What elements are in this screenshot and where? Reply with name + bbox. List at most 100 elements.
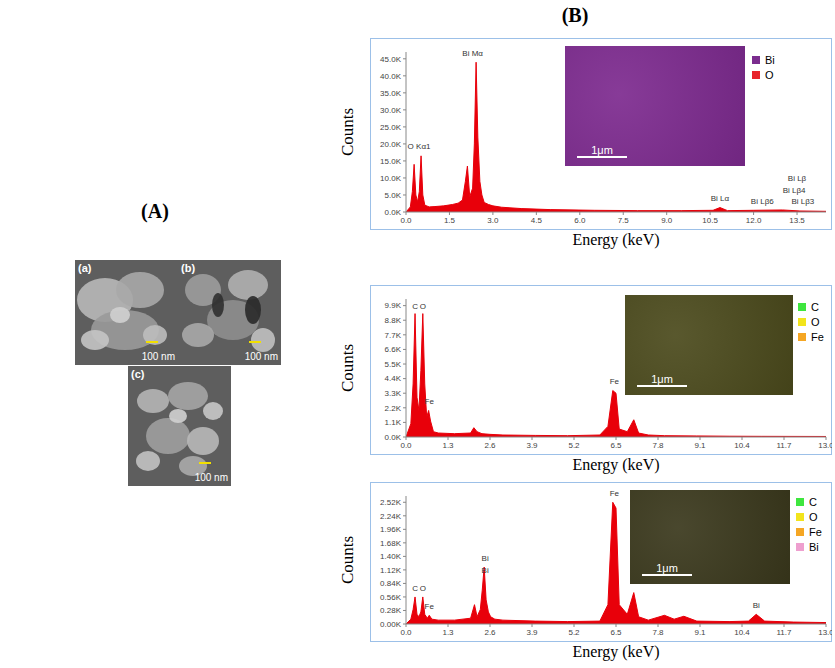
html-text:100 nm: 100 nm	[141, 351, 175, 362]
svg-text:Bi: Bi	[482, 566, 489, 575]
svg-text:Bi: Bi	[753, 601, 760, 610]
svg-text:7.8: 7.8	[652, 441, 664, 450]
svg-text:Bi Lβ6: Bi Lβ6	[751, 197, 774, 206]
svg-text:0.56K: 0.56K	[380, 593, 402, 602]
html-text:(A): (A)	[141, 200, 169, 222]
svg-text:40.0K: 40.0K	[380, 72, 402, 81]
svg-text:9.9K: 9.9K	[385, 301, 402, 310]
svg-text:11.7: 11.7	[777, 441, 793, 450]
html-text:Energy (keV): Energy (keV)	[572, 231, 660, 248]
html-text:Bi: Bi	[765, 53, 775, 66]
svg-text:11.7: 11.7	[777, 628, 793, 637]
svg-text:Bi Mα: Bi Mα	[462, 49, 483, 58]
svg-text:2.24K: 2.24K	[380, 512, 402, 521]
svg-text:Bi Lβ3: Bi Lβ3	[791, 197, 814, 206]
svg-text:Fe: Fe	[425, 602, 435, 611]
svg-text:13.0: 13.0	[818, 628, 827, 637]
svg-text:12.0: 12.0	[746, 216, 762, 225]
html-text:100 nm: 100 nm	[194, 472, 228, 483]
svg-text:45.0K: 45.0K	[380, 55, 402, 64]
html-text:(b): (b)	[181, 262, 195, 274]
svg-text:13.5: 13.5	[789, 216, 805, 225]
svg-text:O: O	[420, 584, 426, 593]
svg-text:6.5: 6.5	[610, 628, 622, 637]
html-text:1μm: 1μm	[651, 373, 673, 385]
svg-text:3.9: 3.9	[526, 441, 538, 450]
svg-text:0.0: 0.0	[400, 216, 412, 225]
svg-text:6.6K: 6.6K	[385, 345, 402, 354]
svg-text:0.00K: 0.00K	[380, 620, 402, 629]
svg-text:9.1: 9.1	[694, 628, 706, 637]
html-text:Fe: Fe	[811, 330, 824, 343]
svg-text:6.5: 6.5	[610, 441, 622, 450]
svg-text:1.5: 1.5	[444, 216, 456, 225]
svg-text:5.5K: 5.5K	[385, 360, 402, 369]
svg-text:Fe: Fe	[425, 397, 435, 406]
svg-text:4.5: 4.5	[531, 216, 543, 225]
svg-text:25.0K: 25.0K	[380, 123, 402, 132]
svg-text:9.0: 9.0	[661, 216, 673, 225]
svg-text:Fe: Fe	[610, 377, 620, 386]
svg-text:1.3: 1.3	[442, 441, 454, 450]
svg-text:6.0: 6.0	[574, 216, 586, 225]
svg-text:1.96K: 1.96K	[380, 525, 402, 534]
html-text:(a): (a)	[78, 262, 92, 274]
svg-text:3.9: 3.9	[526, 628, 538, 637]
svg-text:1.40K: 1.40K	[380, 552, 402, 561]
html-text:Energy (keV): Energy (keV)	[572, 643, 660, 660]
svg-text:30.0K: 30.0K	[380, 106, 402, 115]
svg-text:5.2: 5.2	[568, 441, 580, 450]
svg-text:10.0K: 10.0K	[380, 174, 402, 183]
svg-text:7.5: 7.5	[618, 216, 630, 225]
html-text:(B): (B)	[561, 4, 589, 26]
html-text:Fe: Fe	[809, 525, 822, 538]
svg-text:2.52K: 2.52K	[380, 498, 402, 507]
svg-text:10.4: 10.4	[734, 441, 750, 450]
svg-text:2.2K: 2.2K	[385, 404, 402, 413]
svg-text:15.0K: 15.0K	[380, 157, 402, 166]
svg-text:8.8K: 8.8K	[385, 316, 402, 325]
html-text:Counts: Counts	[338, 343, 357, 393]
svg-text:3.0: 3.0	[487, 216, 499, 225]
svg-text:10.4: 10.4	[734, 628, 750, 637]
html-text:Counts: Counts	[338, 535, 357, 585]
svg-text:1.3: 1.3	[442, 628, 454, 637]
svg-text:1.12K: 1.12K	[380, 566, 402, 575]
svg-text:C: C	[412, 584, 418, 593]
svg-text:20.0K: 20.0K	[380, 140, 402, 149]
svg-text:35.0K: 35.0K	[380, 89, 402, 98]
svg-text:O: O	[420, 302, 426, 311]
svg-text:2.6: 2.6	[484, 441, 496, 450]
svg-text:0.0K: 0.0K	[385, 433, 402, 442]
svg-text:O Kα1: O Kα1	[408, 142, 431, 151]
svg-text:10.5: 10.5	[702, 216, 718, 225]
svg-text:1.1K: 1.1K	[385, 418, 402, 427]
svg-text:C: C	[412, 302, 418, 311]
svg-text:0.28K: 0.28K	[380, 606, 402, 615]
svg-text:0.0: 0.0	[400, 628, 412, 637]
html-text:1μm: 1μm	[656, 562, 678, 574]
svg-text:2.6: 2.6	[484, 628, 496, 637]
svg-text:13.0: 13.0	[818, 441, 827, 450]
html-text:Counts: Counts	[338, 107, 357, 157]
svg-text:Bi Lβ4: Bi Lβ4	[783, 186, 806, 195]
svg-text:Bi Lβ: Bi Lβ	[788, 174, 807, 183]
svg-text:5.0K: 5.0K	[385, 191, 402, 200]
svg-text:1.68K: 1.68K	[380, 539, 402, 548]
svg-text:Bi: Bi	[482, 554, 489, 563]
svg-text:Bi Lα: Bi Lα	[711, 194, 730, 203]
svg-text:4.4K: 4.4K	[385, 374, 402, 383]
html-text:(c): (c)	[131, 368, 145, 380]
html-text:Energy (keV): Energy (keV)	[572, 456, 660, 473]
svg-text:0.0: 0.0	[400, 441, 412, 450]
svg-text:3.3K: 3.3K	[385, 389, 402, 398]
html-text:100 nm: 100 nm	[244, 351, 278, 362]
svg-text:0.0K: 0.0K	[385, 208, 402, 217]
svg-text:5.2: 5.2	[568, 628, 580, 637]
svg-text:9.1: 9.1	[694, 441, 706, 450]
svg-text:0.84K: 0.84K	[380, 579, 402, 588]
svg-text:7.8: 7.8	[652, 628, 664, 637]
html-text:1μm: 1μm	[591, 144, 613, 156]
svg-text:Fe: Fe	[610, 489, 620, 498]
svg-text:7.7K: 7.7K	[385, 331, 402, 340]
